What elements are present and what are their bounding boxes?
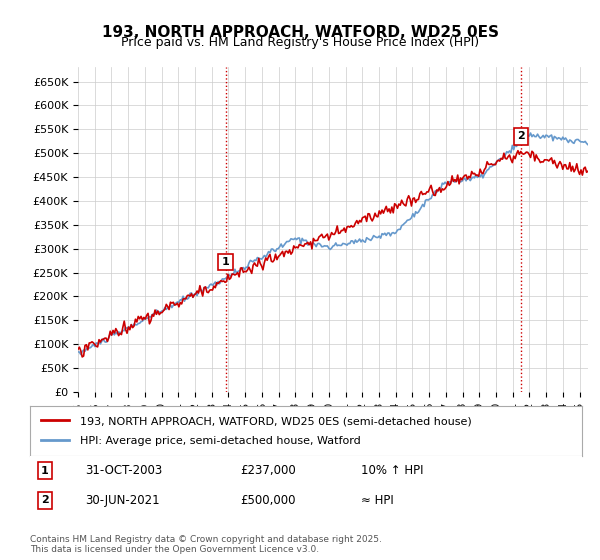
Text: 193, NORTH APPROACH, WATFORD, WD25 0ES: 193, NORTH APPROACH, WATFORD, WD25 0ES: [101, 25, 499, 40]
Text: Price paid vs. HM Land Registry's House Price Index (HPI): Price paid vs. HM Land Registry's House …: [121, 36, 479, 49]
Text: HPI: Average price, semi-detached house, Watford: HPI: Average price, semi-detached house,…: [80, 436, 361, 446]
Text: 193, NORTH APPROACH, WATFORD, WD25 0ES (semi-detached house): 193, NORTH APPROACH, WATFORD, WD25 0ES (…: [80, 416, 472, 426]
Text: Contains HM Land Registry data © Crown copyright and database right 2025.
This d: Contains HM Land Registry data © Crown c…: [30, 535, 382, 554]
Text: 2: 2: [517, 132, 525, 142]
Text: 10% ↑ HPI: 10% ↑ HPI: [361, 464, 424, 477]
Text: 31-OCT-2003: 31-OCT-2003: [85, 464, 163, 477]
Text: 1: 1: [222, 257, 230, 267]
Text: £500,000: £500,000: [240, 494, 295, 507]
Text: £237,000: £237,000: [240, 464, 296, 477]
Text: ≈ HPI: ≈ HPI: [361, 494, 394, 507]
Text: 1: 1: [41, 465, 49, 475]
Text: 2: 2: [41, 495, 49, 505]
Text: 30-JUN-2021: 30-JUN-2021: [85, 494, 160, 507]
